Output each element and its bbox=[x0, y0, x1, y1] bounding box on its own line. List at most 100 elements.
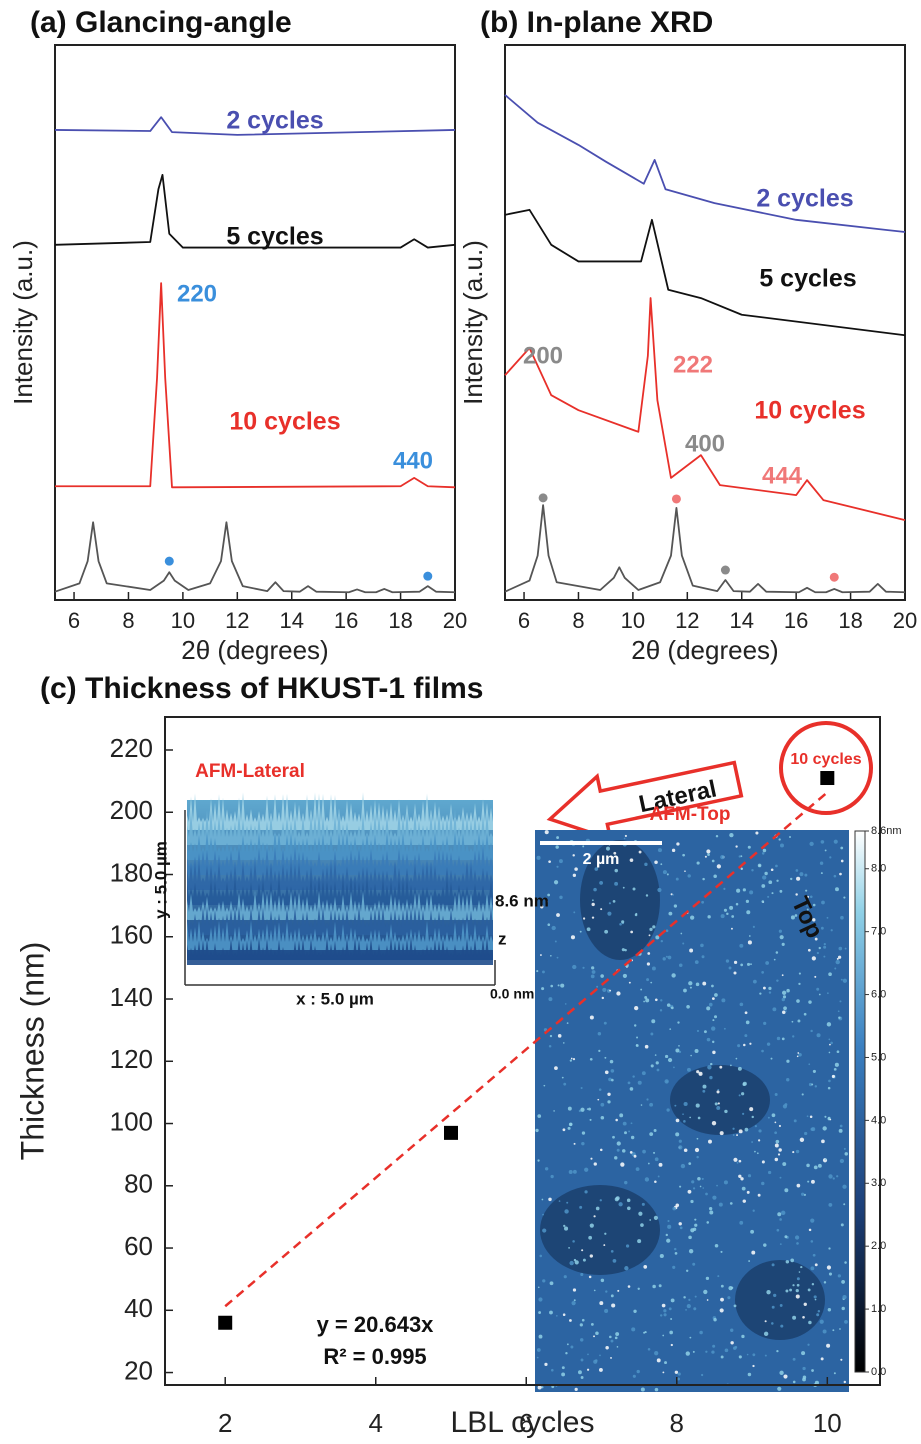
texture bbox=[659, 1253, 664, 1259]
texture bbox=[757, 863, 762, 868]
x-tick-label: 10 bbox=[621, 608, 645, 633]
texture bbox=[661, 1303, 666, 1308]
texture bbox=[629, 1151, 633, 1154]
texture bbox=[711, 1120, 717, 1126]
texture bbox=[802, 1366, 806, 1371]
texture bbox=[593, 1289, 596, 1292]
texture bbox=[617, 1289, 620, 1292]
texture bbox=[712, 1195, 717, 1200]
texture bbox=[720, 1284, 724, 1288]
texture bbox=[792, 1357, 796, 1361]
texture bbox=[824, 1158, 827, 1161]
annotation: 10 cycles bbox=[790, 751, 861, 768]
texture bbox=[667, 955, 672, 960]
texture bbox=[626, 1198, 631, 1203]
texture bbox=[816, 1033, 821, 1038]
texture bbox=[807, 1288, 811, 1292]
texture bbox=[782, 1104, 788, 1109]
texture bbox=[670, 893, 673, 896]
texture bbox=[657, 848, 663, 853]
texture bbox=[540, 905, 544, 909]
texture bbox=[671, 973, 676, 978]
texture bbox=[672, 894, 674, 896]
y-tick-label: 60 bbox=[124, 1231, 153, 1261]
texture bbox=[828, 1247, 831, 1250]
texture bbox=[781, 974, 784, 977]
texture bbox=[693, 1307, 697, 1311]
texture bbox=[604, 929, 609, 934]
texture bbox=[602, 987, 607, 992]
texture bbox=[774, 1131, 777, 1135]
texture bbox=[781, 1210, 786, 1215]
texture bbox=[720, 854, 725, 860]
texture bbox=[783, 1374, 788, 1379]
texture bbox=[620, 1162, 625, 1167]
texture bbox=[719, 1131, 724, 1136]
texture bbox=[688, 1248, 694, 1254]
texture bbox=[742, 1112, 745, 1115]
texture bbox=[636, 1036, 639, 1039]
texture bbox=[591, 966, 595, 970]
texture bbox=[668, 911, 673, 916]
texture bbox=[777, 1153, 781, 1156]
x-tick-label: 8 bbox=[122, 608, 134, 633]
texture bbox=[822, 1329, 827, 1334]
texture bbox=[834, 1062, 839, 1067]
texture bbox=[659, 1009, 663, 1012]
texture bbox=[761, 900, 765, 903]
texture bbox=[810, 1240, 814, 1243]
texture bbox=[790, 915, 795, 920]
texture bbox=[680, 1163, 686, 1169]
texture bbox=[735, 902, 739, 906]
texture bbox=[672, 1206, 676, 1211]
texture bbox=[187, 807, 493, 845]
texture bbox=[761, 852, 765, 855]
texture bbox=[549, 1281, 554, 1286]
texture bbox=[586, 927, 591, 932]
texture bbox=[807, 933, 810, 937]
texture bbox=[645, 894, 649, 897]
texture bbox=[820, 926, 824, 930]
texture bbox=[820, 840, 825, 844]
texture bbox=[650, 1032, 654, 1036]
texture bbox=[670, 1065, 770, 1135]
texture bbox=[607, 1092, 611, 1096]
texture bbox=[735, 1057, 738, 1060]
texture bbox=[625, 1244, 630, 1248]
texture bbox=[775, 1139, 780, 1144]
texture bbox=[597, 1098, 600, 1101]
texture bbox=[782, 1010, 786, 1015]
annotation: 400 bbox=[685, 430, 725, 457]
texture bbox=[699, 1185, 702, 1188]
texture bbox=[640, 1223, 644, 1227]
series-line bbox=[504, 208, 906, 337]
texture bbox=[683, 988, 687, 993]
texture bbox=[716, 1106, 721, 1110]
texture bbox=[683, 1148, 688, 1153]
texture bbox=[702, 1187, 705, 1189]
texture bbox=[721, 998, 726, 1003]
texture bbox=[673, 1247, 677, 1251]
texture bbox=[564, 1003, 567, 1005]
texture bbox=[649, 927, 653, 932]
x-tick-label: 14 bbox=[279, 608, 303, 633]
texture bbox=[633, 1154, 637, 1158]
texture bbox=[789, 835, 791, 838]
texture bbox=[761, 884, 766, 888]
texture bbox=[810, 1029, 813, 1033]
texture bbox=[771, 1263, 775, 1267]
texture bbox=[736, 1161, 739, 1164]
texture bbox=[792, 1035, 795, 1038]
texture bbox=[604, 1056, 607, 1059]
x-tick-label: 18 bbox=[838, 608, 862, 633]
texture bbox=[829, 856, 832, 859]
texture bbox=[664, 1361, 668, 1365]
texture bbox=[772, 1007, 777, 1012]
texture bbox=[686, 1269, 689, 1272]
texture bbox=[773, 1293, 777, 1298]
texture bbox=[574, 867, 578, 871]
texture bbox=[712, 1344, 716, 1348]
texture bbox=[810, 1218, 815, 1223]
texture bbox=[593, 1335, 595, 1338]
texture bbox=[774, 1121, 777, 1124]
